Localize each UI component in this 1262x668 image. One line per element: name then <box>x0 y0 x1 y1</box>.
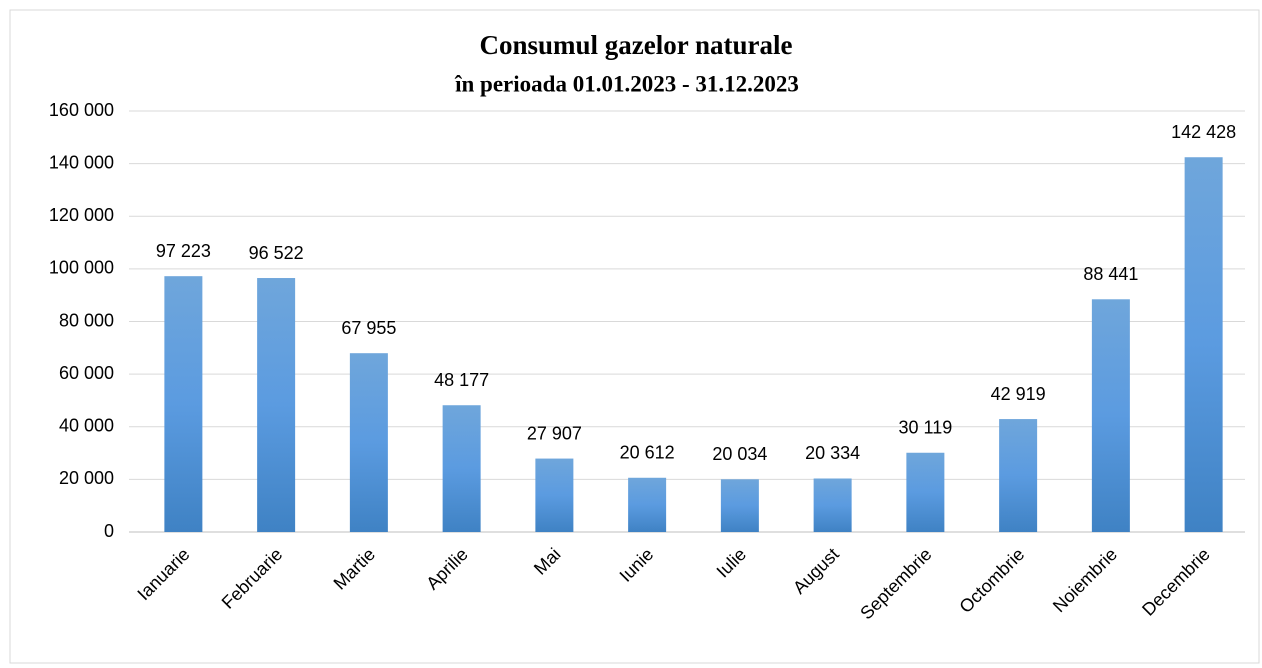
value-label: 20 612 <box>620 443 675 463</box>
y-tick-label: 80 000 <box>59 310 114 330</box>
chart-frame <box>9 9 1260 664</box>
value-label: 97 223 <box>156 241 211 261</box>
bar <box>906 452 945 532</box>
bar <box>1184 157 1223 532</box>
value-label: 30 119 <box>899 417 953 437</box>
y-tick-label: 0 <box>104 521 114 541</box>
bar <box>442 405 481 532</box>
bar <box>535 458 574 532</box>
y-tick-label: 160 000 <box>49 100 114 120</box>
bar <box>1091 299 1130 532</box>
value-label: 142 428 <box>1171 122 1236 142</box>
y-tick-label: 40 000 <box>59 416 114 436</box>
y-tick-label: 100 000 <box>49 258 114 278</box>
chart-title: Consumul gazelor naturale <box>479 30 792 60</box>
bar <box>999 419 1038 532</box>
bar <box>720 479 759 532</box>
y-tick-label: 140 000 <box>49 152 114 172</box>
value-label: 42 919 <box>991 384 1046 404</box>
bar <box>813 478 852 532</box>
y-tick-label: 60 000 <box>59 363 114 383</box>
value-label: 20 334 <box>805 443 860 463</box>
bar <box>164 276 203 532</box>
bar <box>257 278 296 532</box>
value-label: 67 955 <box>341 318 396 338</box>
chart-subtitle: în perioada 01.01.2023 - 31.12.2023 <box>454 71 799 96</box>
y-tick-label: 20 000 <box>59 468 114 488</box>
value-label: 27 907 <box>527 423 582 443</box>
value-label: 48 177 <box>434 370 489 390</box>
bar <box>349 353 388 532</box>
value-label: 96 522 <box>249 243 304 263</box>
bar <box>628 477 667 532</box>
y-tick-label: 120 000 <box>49 205 114 225</box>
value-label: 20 034 <box>712 444 767 464</box>
value-label: 88 441 <box>1083 264 1138 284</box>
